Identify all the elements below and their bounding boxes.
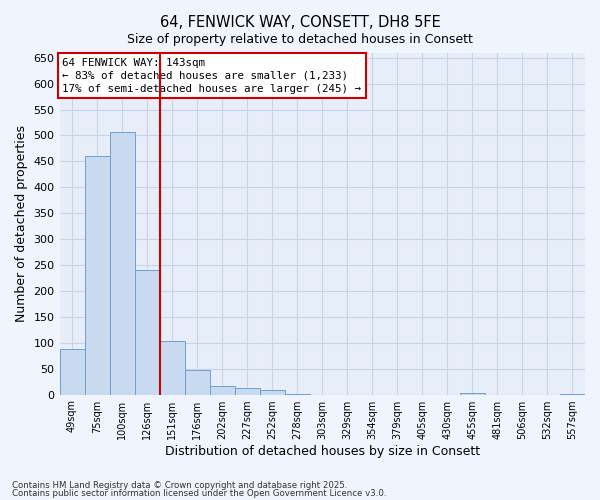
Text: 64 FENWICK WAY: 143sqm
← 83% of detached houses are smaller (1,233)
17% of semi-: 64 FENWICK WAY: 143sqm ← 83% of detached… — [62, 58, 361, 94]
Text: Contains HM Land Registry data © Crown copyright and database right 2025.: Contains HM Land Registry data © Crown c… — [12, 480, 347, 490]
Bar — [134, 270, 160, 394]
X-axis label: Distribution of detached houses by size in Consett: Distribution of detached houses by size … — [165, 444, 480, 458]
Text: Size of property relative to detached houses in Consett: Size of property relative to detached ho… — [127, 32, 473, 46]
Text: Contains public sector information licensed under the Open Government Licence v3: Contains public sector information licen… — [12, 489, 386, 498]
Bar — [185, 370, 209, 394]
Bar — [260, 390, 285, 394]
Bar — [460, 393, 485, 394]
Y-axis label: Number of detached properties: Number of detached properties — [15, 125, 28, 322]
Bar — [160, 341, 185, 394]
Bar — [85, 156, 110, 394]
Text: 64, FENWICK WAY, CONSETT, DH8 5FE: 64, FENWICK WAY, CONSETT, DH8 5FE — [160, 15, 440, 30]
Bar — [209, 386, 235, 394]
Bar — [235, 388, 260, 394]
Bar — [59, 349, 85, 395]
Bar — [110, 132, 134, 394]
